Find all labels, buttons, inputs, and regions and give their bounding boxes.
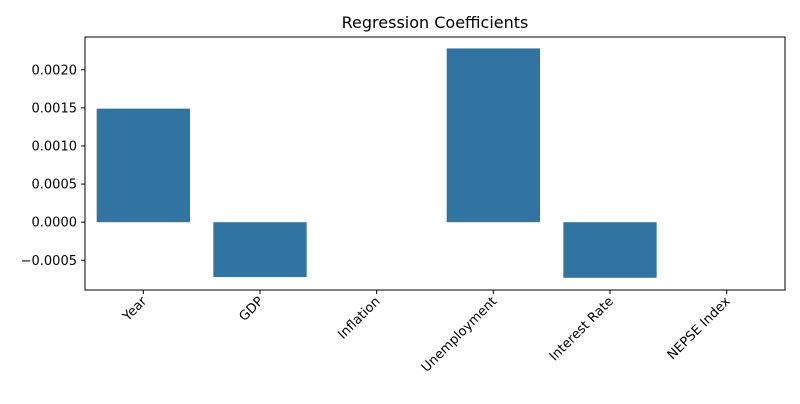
x-tick-label: Inflation xyxy=(335,294,383,342)
plot-frame xyxy=(84,36,786,291)
x-tick-label: Year xyxy=(119,294,150,325)
x-tick-label: NEPSE Index xyxy=(665,294,734,363)
y-tick-label: 0.0005 xyxy=(32,178,78,193)
y-tick-label: 0.0010 xyxy=(32,139,78,154)
chart-title: Regression Coefficients xyxy=(342,13,529,32)
bar xyxy=(446,48,540,223)
x-tick-label: GDP xyxy=(236,294,266,324)
y-tick-label: 0.0015 xyxy=(32,101,78,116)
bar xyxy=(213,222,307,278)
y-tick-label: −0.0005 xyxy=(21,254,77,269)
bar xyxy=(563,222,657,278)
y-tick-label: 0.0000 xyxy=(32,216,78,231)
bar xyxy=(96,108,190,223)
y-tick-label: 0.0020 xyxy=(32,63,78,78)
x-tick-label: Interest Rate xyxy=(547,294,617,364)
x-tick-label: Unemployment xyxy=(419,294,500,375)
plot-area: −0.0005 0.0000 0.0005 0.0010 0.0015 0.0020 Yea… xyxy=(21,36,786,375)
